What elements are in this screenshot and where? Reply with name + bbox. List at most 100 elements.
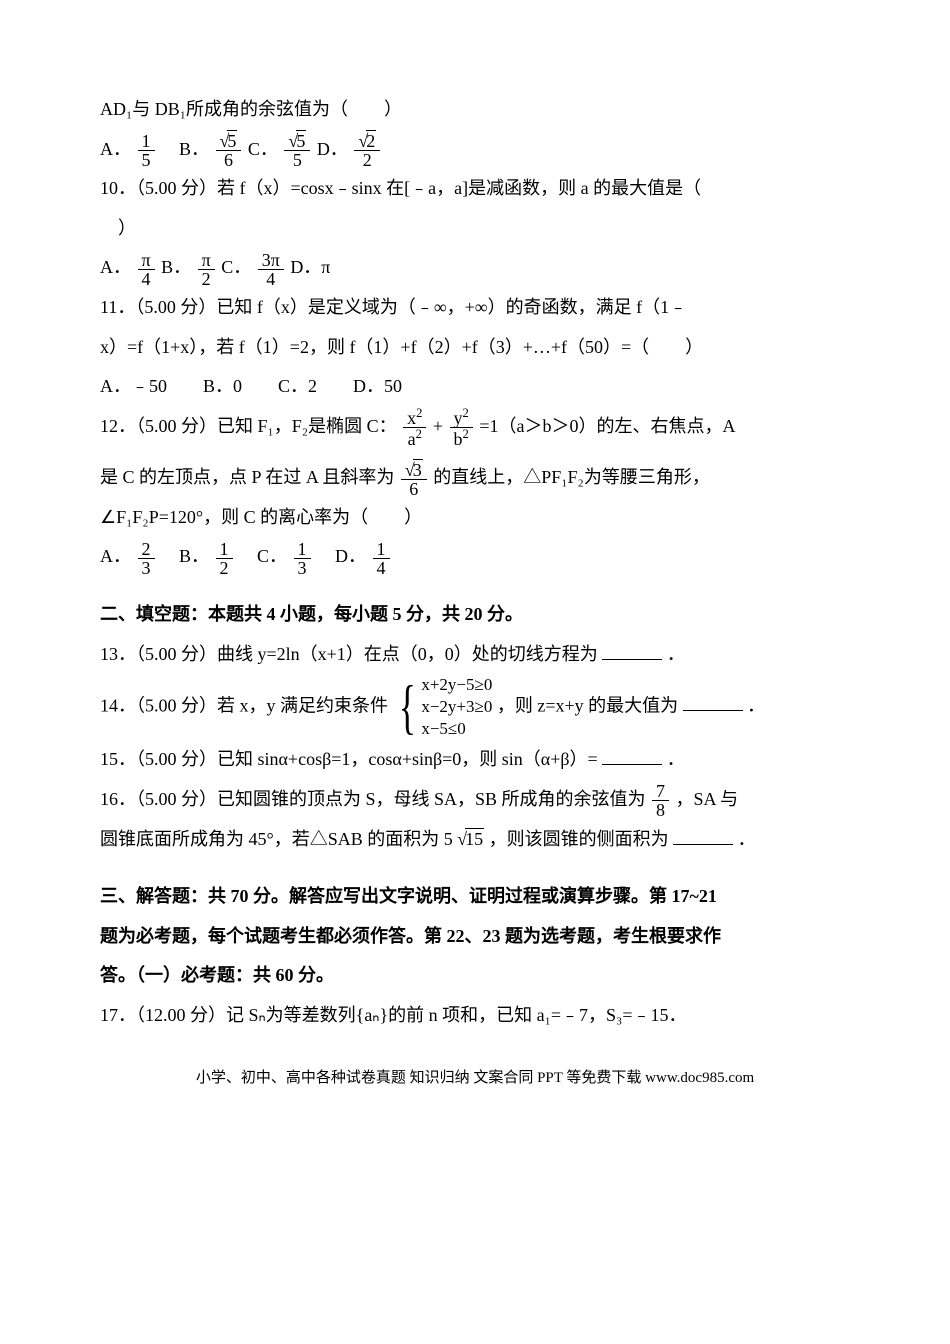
q16-blank — [673, 844, 733, 845]
q12-frac2: y2 b2 — [450, 407, 473, 448]
q10-stem-b: ） — [100, 209, 850, 249]
q12-den1-base: a — [408, 429, 416, 449]
q12-frac2-num: y2 — [450, 407, 473, 427]
q10-optA-label: A． — [100, 257, 131, 277]
section3-l1: 三、解答题：共 70 分。解答应写出文字说明、证明过程或演算步骤。第 17~21 — [100, 877, 850, 917]
q10-stem-a: 10．（5.00 分）若 f（x）=cosx﹣sinx 在[﹣a，a]是减函数，… — [100, 169, 850, 209]
q12-optD-frac: 1 4 — [373, 540, 390, 577]
q12-optA-label: A． — [100, 546, 131, 566]
q12-exp2: 2 — [463, 406, 469, 420]
q16-line1a: 16．（5.00 分）已知圆锥的顶点为 S，母线 SA，SB 所成角的余弦值为 — [100, 789, 646, 809]
q13-blank — [602, 659, 662, 660]
q10-optC-num: 3π — [258, 251, 284, 269]
q11-line2: x）=f（1+x），若 f（1）=2，则 f（1）+f（2）+f（3）+…+f（… — [100, 328, 850, 368]
q16-rad: 15 — [465, 828, 484, 849]
q9-stem: AD₁与 DB₁所成角的余弦值为（ ） — [100, 90, 850, 130]
q14-blank — [683, 710, 743, 711]
q14-suffix: ． — [747, 695, 765, 715]
q12-options: A． 2 3 B． 1 2 C． 1 3 D． 1 4 — [100, 537, 850, 577]
q9-optB-rad: 5 — [227, 130, 237, 151]
q16-cos-num: 7 — [652, 782, 669, 800]
q14: 14．（5.00 分）若 x，y 满足约束条件 { x+2y−5≥0 x−2y+… — [100, 674, 850, 740]
q13-suffix: ． — [667, 644, 685, 664]
q10-optC-den: 4 — [258, 269, 284, 288]
q15-blank — [602, 764, 662, 765]
q16-line1: 16．（5.00 分）已知圆锥的顶点为 S，母线 SA，SB 所成角的余弦值为 … — [100, 780, 850, 820]
q14-pre: 14．（5.00 分）若 x，y 满足约束条件 — [100, 695, 388, 715]
q12-exp1: 2 — [416, 406, 422, 420]
section3-l2: 题为必考题，每个试题考生都必须作答。第 22、23 题为选考题，考生根要求作 — [100, 917, 850, 957]
q12-optB-den: 2 — [216, 558, 233, 577]
q9-optC-label: C． — [248, 139, 278, 159]
q15: 15．（5.00 分）已知 sinα+cosβ=1，cosα+sinβ=0，则 … — [100, 740, 850, 780]
q12-plus: + — [433, 416, 443, 436]
q10-optD: D．π — [290, 257, 330, 277]
q12-optC-num: 1 — [294, 540, 311, 558]
exam-page: AD₁与 DB₁所成角的余弦值为（ ） A． 1 5 B． 5 6 C． 5 5… — [0, 0, 950, 1142]
q10-optA-num: π — [138, 251, 155, 269]
q9-optB-den: 6 — [216, 150, 242, 169]
q12-line2b: 的直线上，△PF₁F₂为等腰三角形， — [433, 467, 710, 487]
q10-options: A． π 4 B． π 2 C． 3π 4 D．π — [100, 248, 850, 288]
q12-optB-label: B． — [161, 546, 209, 566]
q9-optC-den: 5 — [284, 150, 310, 169]
q10-optB-label: B． — [161, 257, 191, 277]
q14-brace-icon: { — [398, 683, 415, 731]
q14-c1: x+2y−5≥0 — [421, 674, 492, 696]
q12-optD-num: 1 — [373, 540, 390, 558]
q12-slope-den: 6 — [401, 479, 427, 498]
q12-line1: 12．（5.00 分）已知 F₁，F₂是椭圆 C： x2 a2 + y2 b2 … — [100, 407, 850, 448]
q12-optD-den: 4 — [373, 558, 390, 577]
q14-c2: x−2y+3≥0 — [421, 696, 492, 718]
q12-optD-label: D． — [317, 546, 366, 566]
q16-cos-den: 8 — [652, 800, 669, 819]
q9-options: A． 1 5 B． 5 6 C． 5 5 D． 2 2 — [100, 130, 850, 170]
q12-den1-exp: 2 — [416, 427, 422, 441]
q9-optD-num: 2 — [354, 132, 380, 150]
q12-slope-rad: 3 — [413, 459, 423, 480]
q9-optD-label: D． — [317, 139, 348, 159]
q12-optB-frac: 1 2 — [216, 540, 233, 577]
q9-optC-frac: 5 5 — [284, 132, 310, 169]
q12-den2-base: b — [454, 429, 463, 449]
page-footer: 小学、初中、高中各种试卷真题 知识归纳 文案合同 PPT 等免费下载 www.d… — [100, 1066, 850, 1087]
q12-line2: 是 C 的左顶点，点 P 在过 A 且斜率为 3 6 的直线上，△PF₁F₂为等… — [100, 458, 850, 498]
q13: 13．（5.00 分）曲线 y=2ln（x+1）在点（0，0）处的切线方程为 ． — [100, 635, 850, 675]
section2-title: 二、填空题：本题共 4 小题，每小题 5 分，共 20 分。 — [100, 595, 850, 635]
q9-optD-rad: 2 — [366, 130, 376, 151]
q11-options: A．﹣50 B．0 C．2 D．50 — [100, 367, 850, 407]
q9-optC-num: 5 — [284, 132, 310, 150]
q12-slope-num: 3 — [401, 461, 427, 479]
q16-suffix: ． — [738, 829, 756, 849]
q12-slope: 3 6 — [401, 461, 427, 498]
q14-constraints: { x+2y−5≥0 x−2y+3≥0 x−5≤0 — [393, 674, 493, 740]
q12-frac1: x2 a2 — [403, 407, 426, 448]
q12-optA-num: 2 — [138, 540, 155, 558]
q10-optA-den: 4 — [138, 269, 155, 288]
q9-optA-label: A． — [100, 139, 131, 159]
q12-optB-num: 1 — [216, 540, 233, 558]
q12-optA-frac: 2 3 — [138, 540, 155, 577]
q9-optD-frac: 2 2 — [354, 132, 380, 169]
q9-optA-frac: 1 5 — [138, 132, 155, 169]
q9-optD-den: 2 — [354, 150, 380, 169]
q15-suffix: ． — [667, 749, 685, 769]
q9-optB-num: 5 — [216, 132, 242, 150]
q16-sqrt: 15 — [457, 820, 484, 860]
section3-l3: 答。（一）必考题：共 60 分。 — [100, 956, 850, 996]
q14-mid: ，则 z=x+y 的最大值为 — [497, 695, 678, 715]
q11-line1: 11．（5.00 分）已知 f（x）是定义域为（﹣∞，+∞）的奇函数，满足 f（… — [100, 288, 850, 328]
q14-c3: x−5≤0 — [421, 718, 492, 740]
q9-optA-den: 5 — [138, 150, 155, 169]
q9-optB-frac: 5 6 — [216, 132, 242, 169]
q12-optC-den: 3 — [294, 558, 311, 577]
q9-optB-label: B． — [161, 139, 209, 159]
q12-line2a: 是 C 的左顶点，点 P 在过 A 且斜率为 — [100, 467, 394, 487]
q12-num1: x — [407, 408, 416, 428]
q12-num2: y — [454, 408, 463, 428]
q13-text: 13．（5.00 分）曲线 y=2ln（x+1）在点（0，0）处的切线方程为 — [100, 644, 598, 664]
q12-frac1-num: x2 — [403, 407, 426, 427]
q12-optA-den: 3 — [138, 558, 155, 577]
q15-text: 15．（5.00 分）已知 sinα+cosβ=1，cosα+sinβ=0，则 … — [100, 749, 598, 769]
q17: 17．（12.00 分）记 Sₙ为等差数列{aₙ}的前 n 项和，已知 a₁=﹣… — [100, 996, 850, 1036]
